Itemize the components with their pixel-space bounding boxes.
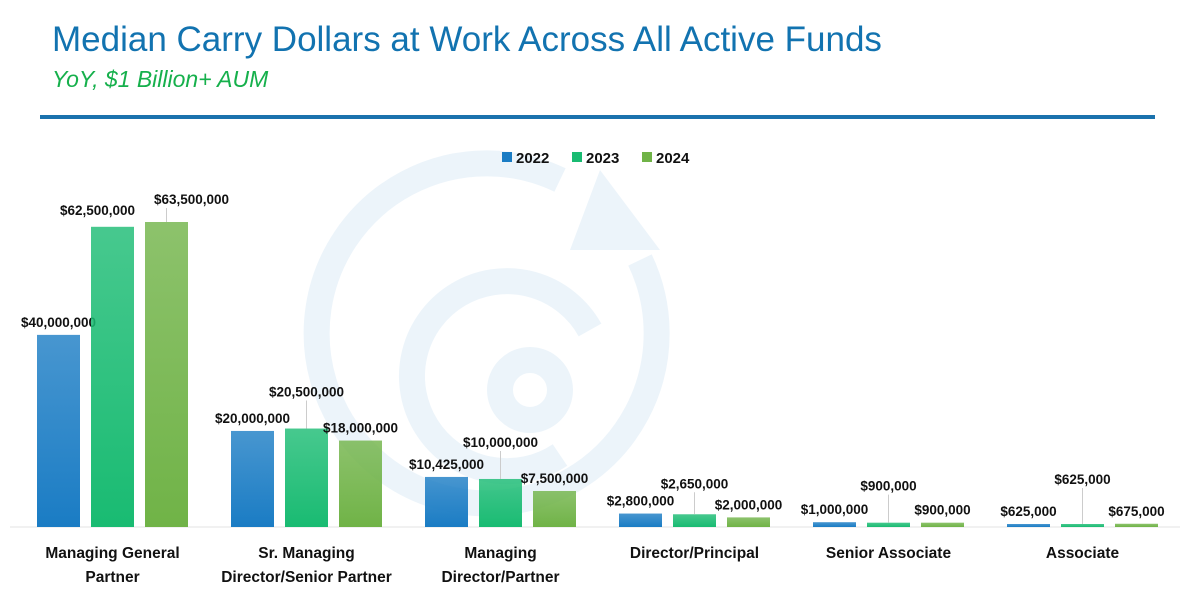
bar-2024-1 [339, 440, 382, 527]
bar-2022-3 [619, 513, 662, 527]
legend-label-2023: 2023 [586, 150, 619, 167]
page-subtitle: YoY, $1 Billion+ AUM [52, 66, 269, 92]
legend-swatch-2024 [642, 152, 652, 162]
data-label-2023-5: $625,000 [1054, 472, 1110, 487]
category-label-1: Director/Senior Partner [221, 569, 392, 586]
legend-swatch-2023 [572, 152, 582, 162]
category-label-0: Partner [85, 569, 139, 586]
data-label-2023-3: $2,650,000 [661, 476, 729, 491]
bar-2023-4 [867, 522, 910, 527]
bar-2023-0 [91, 226, 134, 527]
category-label-3: Director/Principal [630, 545, 759, 562]
data-label-2022-5: $625,000 [1000, 504, 1056, 519]
page-title: Median Carry Dollars at Work Across All … [52, 20, 882, 59]
data-label-2024-3: $2,000,000 [715, 497, 783, 512]
bar-2024-5 [1115, 523, 1158, 527]
legend: 2022 2023 2024 [502, 150, 690, 167]
data-label-2024-1: $18,000,000 [323, 421, 398, 436]
category-label-4: Senior Associate [826, 545, 952, 562]
data-label-2022-4: $1,000,000 [801, 502, 869, 517]
category-label-5: Associate [1046, 545, 1120, 562]
bar-2022-2 [425, 476, 468, 527]
data-label-2024-4: $900,000 [914, 503, 970, 518]
category-label-2: Director/Partner [441, 569, 559, 586]
bar-2024-3 [727, 517, 770, 527]
legend-swatch-2022 [502, 152, 512, 162]
legend-label-2024: 2024 [656, 150, 690, 167]
bar-2023-5 [1061, 523, 1104, 527]
category-label-1: Sr. Managing [258, 545, 354, 562]
data-label-2024-0: $63,500,000 [154, 192, 229, 207]
data-label-2023-0: $62,500,000 [60, 203, 135, 218]
title-divider [40, 115, 1155, 119]
bar-2022-5 [1007, 523, 1050, 527]
bar-2022-1 [231, 430, 274, 527]
bar-2024-4 [921, 522, 964, 527]
bar-2023-3 [673, 514, 716, 527]
bar-2024-2 [533, 490, 576, 527]
category-label-2: Managing [464, 545, 536, 562]
data-label-2024-5: $675,000 [1108, 504, 1164, 519]
bar-2022-0 [37, 334, 80, 527]
data-label-2022-0: $40,000,000 [21, 315, 96, 330]
bar-2023-2 [479, 478, 522, 527]
data-label-2022-1: $20,000,000 [215, 411, 290, 426]
data-label-2023-4: $900,000 [860, 479, 916, 494]
legend-label-2022: 2022 [516, 150, 549, 167]
bar-2023-1 [285, 428, 328, 527]
data-label-2023-1: $20,500,000 [269, 385, 344, 400]
bar-2024-0 [145, 222, 188, 527]
bar-2022-4 [813, 522, 856, 527]
data-label-2024-2: $7,500,000 [521, 471, 589, 486]
data-label-2023-2: $10,000,000 [463, 435, 538, 450]
data-label-2022-3: $2,800,000 [607, 494, 675, 509]
category-label-0: Managing General [45, 545, 179, 562]
data-label-2022-2: $10,425,000 [409, 457, 484, 472]
